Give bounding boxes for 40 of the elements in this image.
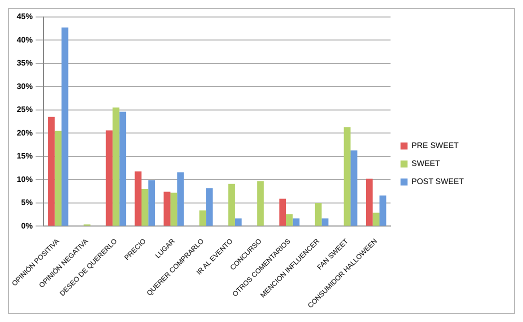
bar (177, 172, 184, 226)
bar (234, 218, 242, 226)
bar (286, 214, 293, 226)
bar (292, 218, 300, 226)
bar (379, 196, 386, 226)
bar (112, 108, 120, 226)
y-tick-label: 20% (16, 128, 33, 138)
y-tick-label: 30% (16, 82, 33, 91)
bar (170, 192, 178, 226)
bar (314, 202, 322, 226)
bar (54, 130, 62, 226)
bar (206, 188, 213, 226)
y-tick-label: 5% (21, 198, 33, 208)
y-tick-label: 0% (21, 221, 33, 230)
bar (322, 218, 328, 226)
bar (279, 198, 286, 226)
bar (141, 189, 148, 226)
bar (199, 210, 206, 226)
bar (350, 150, 358, 226)
y-tick-label: 45% (16, 12, 33, 22)
legend-label: SWEET (412, 159, 440, 168)
y-tick-label: 25% (16, 105, 33, 114)
bar (344, 127, 351, 226)
y-tick-label: 10% (16, 174, 33, 184)
bar (257, 181, 264, 226)
bar (148, 180, 155, 226)
bar (228, 184, 235, 226)
bar (366, 178, 373, 226)
bar (106, 130, 113, 226)
legend-label: PRE SWEET (412, 141, 459, 150)
bar (372, 212, 380, 226)
bar (164, 192, 170, 226)
bar (48, 116, 55, 226)
bar (62, 28, 68, 226)
legend-label: POST SWEET (412, 177, 464, 186)
y-tick-label: 40% (16, 35, 33, 44)
y-tick-label: 35% (16, 58, 33, 68)
bar (119, 112, 126, 226)
y-tick-label: 15% (16, 152, 33, 161)
bar (134, 171, 142, 226)
